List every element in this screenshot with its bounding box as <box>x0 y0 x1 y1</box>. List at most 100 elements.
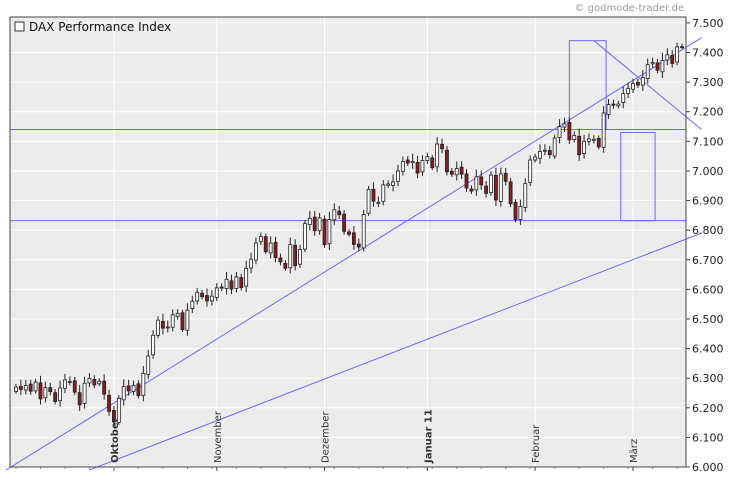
candle <box>675 42 680 66</box>
candle <box>660 52 665 78</box>
candle <box>170 309 175 332</box>
candle <box>116 395 121 425</box>
trendline <box>593 40 702 130</box>
candle <box>278 253 283 266</box>
candle <box>307 210 312 231</box>
y-axis: 6.000 6.100 6.200 6.300 6.400 6.500 6.600 6.700… <box>686 17 724 474</box>
candle <box>420 155 425 177</box>
candle <box>180 309 185 332</box>
candle <box>552 134 557 159</box>
candle <box>273 236 278 263</box>
grid <box>10 17 686 468</box>
candle <box>376 196 381 208</box>
candle <box>229 274 234 295</box>
candle <box>351 226 356 250</box>
candle <box>63 373 67 394</box>
candle <box>645 58 650 84</box>
candle <box>58 380 62 407</box>
candle <box>503 167 508 186</box>
y-tick-label: 7.500 <box>692 17 724 30</box>
candle <box>670 50 675 68</box>
y-tick-label: 6.600 <box>692 283 724 296</box>
candle <box>347 228 351 237</box>
candle <box>219 283 224 292</box>
candle <box>151 330 156 359</box>
x-tick-label: Dezember <box>321 411 332 463</box>
candle <box>493 167 498 207</box>
candle <box>636 78 640 88</box>
candle <box>616 100 621 109</box>
candle <box>156 316 160 339</box>
candle <box>82 376 87 409</box>
candle <box>518 199 523 225</box>
candle <box>631 78 635 94</box>
candle <box>200 289 205 300</box>
candle <box>327 211 332 250</box>
candle <box>449 167 454 177</box>
candle <box>621 86 626 109</box>
candle <box>205 288 209 307</box>
candle <box>508 177 513 208</box>
candle <box>97 378 102 387</box>
candle <box>337 205 342 220</box>
candle <box>626 82 631 99</box>
candle <box>224 271 229 295</box>
candle <box>542 144 547 156</box>
y-tick-label: 6.900 <box>692 195 724 208</box>
candle <box>356 238 361 252</box>
candles <box>14 42 684 426</box>
x-tick-label: Februar <box>531 424 542 463</box>
candle <box>239 273 244 291</box>
candle <box>474 169 479 196</box>
candle <box>386 180 391 188</box>
x-axis: Oktober November Dezember Januar 11 Februar M… <box>15 409 678 471</box>
candle <box>454 161 459 181</box>
candle <box>141 366 146 402</box>
y-tick-label: 7.300 <box>692 76 724 89</box>
x-tick-label: Oktober <box>110 417 121 463</box>
candle <box>67 376 72 386</box>
candle <box>107 389 111 416</box>
candle <box>185 303 190 336</box>
candle <box>195 287 200 305</box>
candle <box>43 381 48 403</box>
candle <box>464 169 469 192</box>
candle <box>655 59 660 74</box>
candle <box>371 182 376 207</box>
y-tick-label: 6.400 <box>692 343 724 356</box>
legend-swatch <box>14 21 25 32</box>
candle <box>562 117 567 133</box>
candle <box>567 117 572 144</box>
candle <box>440 138 444 154</box>
candle <box>160 313 165 335</box>
candle <box>640 69 645 92</box>
candle <box>366 186 371 216</box>
candle <box>400 156 405 176</box>
candle <box>38 375 43 405</box>
candle <box>425 152 430 164</box>
candle <box>288 237 293 274</box>
candle <box>489 171 493 196</box>
candle <box>611 99 616 109</box>
candle <box>234 271 239 293</box>
candle <box>591 135 596 144</box>
y-tick-label: 7.200 <box>692 106 724 119</box>
candle <box>577 128 582 161</box>
candle <box>601 106 606 153</box>
candle <box>650 57 655 68</box>
candle <box>430 154 435 171</box>
candle <box>587 133 591 146</box>
candle <box>131 380 136 396</box>
y-tick-label: 6.100 <box>692 431 724 444</box>
candle <box>606 99 611 119</box>
candle <box>268 236 273 259</box>
y-tick-label: 6.700 <box>692 254 724 267</box>
candle <box>410 153 415 169</box>
candle <box>396 164 400 187</box>
y-tick-label: 7.400 <box>692 47 724 60</box>
candle <box>435 137 440 173</box>
trendline <box>89 232 702 471</box>
candle <box>498 167 503 207</box>
candle <box>249 252 253 274</box>
